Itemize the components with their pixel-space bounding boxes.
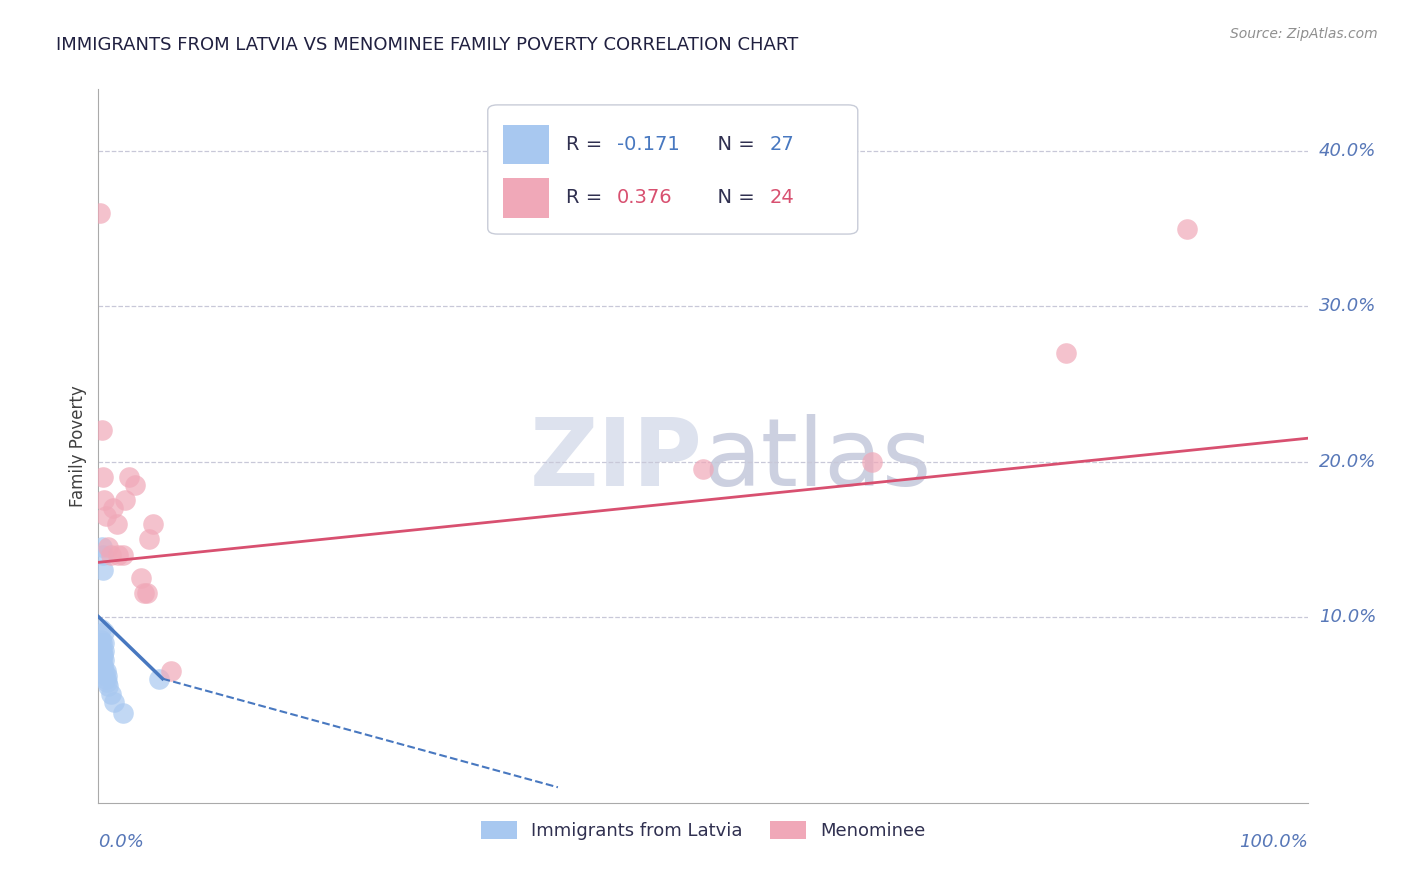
Point <box>103 695 125 709</box>
Bar <box>503 125 550 164</box>
Point <box>91 540 114 554</box>
Point <box>90 632 112 647</box>
Text: N =: N = <box>706 135 762 153</box>
Point <box>91 548 114 562</box>
Point <box>134 586 156 600</box>
Text: ZIP: ZIP <box>530 414 703 507</box>
Point <box>100 548 122 562</box>
Point <box>97 540 120 554</box>
Text: atlas: atlas <box>703 414 931 507</box>
Point <box>91 653 114 667</box>
Point <box>124 477 146 491</box>
Point <box>111 706 134 720</box>
Point <box>93 644 115 658</box>
Point <box>91 644 114 658</box>
Point <box>93 493 115 508</box>
Text: N =: N = <box>706 188 762 207</box>
Point <box>860 454 883 468</box>
Legend: Immigrants from Latvia, Menominee: Immigrants from Latvia, Menominee <box>474 814 932 847</box>
Text: 10.0%: 10.0% <box>1319 607 1376 625</box>
Point <box>96 674 118 689</box>
Text: 27: 27 <box>769 135 794 153</box>
Point <box>94 508 117 523</box>
Text: 100.0%: 100.0% <box>1239 833 1308 851</box>
Point <box>91 636 114 650</box>
Point <box>93 664 115 678</box>
Point <box>91 470 114 484</box>
Point <box>90 644 112 658</box>
Point <box>138 532 160 546</box>
Text: 30.0%: 30.0% <box>1319 297 1376 316</box>
Point <box>107 548 129 562</box>
Point <box>118 470 141 484</box>
Text: -0.171: -0.171 <box>617 135 681 153</box>
FancyBboxPatch shape <box>488 105 858 234</box>
Point <box>105 516 128 531</box>
Point <box>94 672 117 686</box>
Point <box>1175 222 1198 236</box>
Point <box>93 653 115 667</box>
Point <box>114 493 136 508</box>
Point <box>111 548 134 562</box>
Text: R =: R = <box>567 135 609 153</box>
Point <box>90 622 112 636</box>
Point <box>91 563 114 577</box>
Text: 0.0%: 0.0% <box>98 833 145 851</box>
Point <box>94 664 117 678</box>
Point <box>91 648 114 663</box>
Point <box>1054 346 1077 360</box>
Text: 40.0%: 40.0% <box>1319 142 1376 161</box>
Text: 24: 24 <box>769 188 794 207</box>
Text: 0.376: 0.376 <box>617 188 673 207</box>
Point <box>692 462 714 476</box>
Point <box>97 680 120 694</box>
Point <box>89 206 111 220</box>
Point <box>142 516 165 531</box>
Text: IMMIGRANTS FROM LATVIA VS MENOMINEE FAMILY POVERTY CORRELATION CHART: IMMIGRANTS FROM LATVIA VS MENOMINEE FAMI… <box>56 36 799 54</box>
Point <box>101 501 124 516</box>
Point <box>93 636 115 650</box>
Text: Source: ZipAtlas.com: Source: ZipAtlas.com <box>1230 27 1378 41</box>
Point <box>129 571 152 585</box>
Text: 20.0%: 20.0% <box>1319 452 1376 470</box>
Point <box>91 424 114 438</box>
Point <box>91 659 114 673</box>
Point <box>89 648 111 663</box>
Point <box>160 664 183 678</box>
Point <box>100 687 122 701</box>
Point <box>93 625 115 640</box>
Point <box>89 638 111 652</box>
Point <box>96 668 118 682</box>
Y-axis label: Family Poverty: Family Poverty <box>69 385 87 507</box>
Bar <box>503 178 550 218</box>
Point <box>148 672 170 686</box>
Text: R =: R = <box>567 188 609 207</box>
Point <box>135 586 157 600</box>
